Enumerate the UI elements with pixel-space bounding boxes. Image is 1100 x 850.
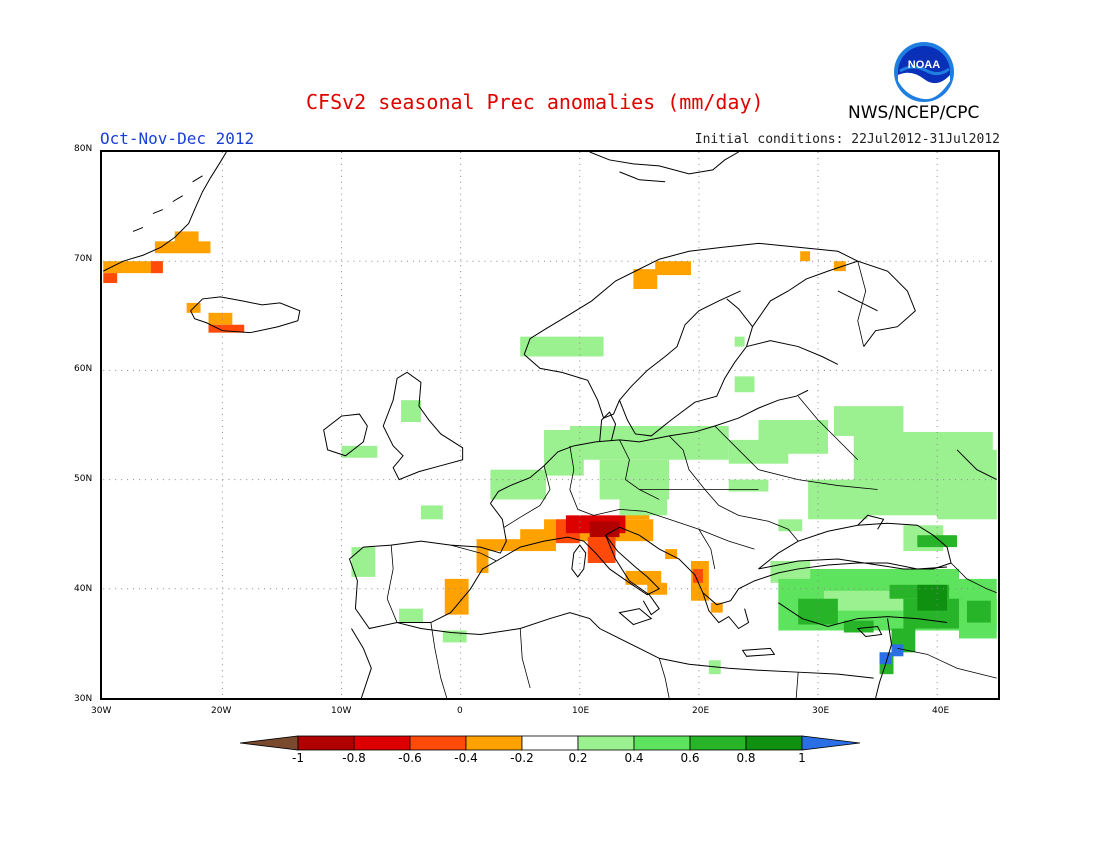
colorbar-bin <box>409 735 467 751</box>
colorbar-label: 0.6 <box>680 751 700 765</box>
x-tick-label: 20E <box>692 706 710 716</box>
y-tick-label: 40N <box>74 584 93 594</box>
colorbar-label: -0.6 <box>398 751 422 765</box>
anomaly-cell <box>778 519 803 532</box>
colorbar-bin <box>521 735 579 751</box>
anomaly-cell <box>103 273 118 284</box>
agency-label: NWS/NCEP/CPC <box>848 103 980 123</box>
anomaly-cell <box>150 261 163 274</box>
colorbar-bin <box>633 735 691 751</box>
anomaly-cell <box>490 469 547 500</box>
colorbar-bin <box>297 735 355 751</box>
anomaly-cell <box>351 547 376 577</box>
anomaly-cell <box>710 602 723 613</box>
y-tick-label: 50N <box>74 474 93 484</box>
map-canvas <box>103 152 997 698</box>
country-borders <box>386 261 997 698</box>
colorbar-label: 0.4 <box>624 751 644 765</box>
anomaly-cell <box>444 578 469 615</box>
anomaly-cell <box>174 231 199 244</box>
anomaly-cell <box>341 445 378 458</box>
map-title: CFSv2 seasonal Prec anomalies (mm/day) <box>306 90 764 114</box>
x-tick-label: 30W <box>91 706 112 716</box>
anomaly-cell <box>937 449 997 520</box>
colorbar-max-triangle <box>801 735 860 751</box>
anomaly-cell <box>589 521 620 538</box>
anomaly-cell <box>823 590 904 611</box>
colorbar <box>240 735 860 751</box>
anomaly-cell <box>208 324 245 333</box>
anomaly-cell <box>734 376 755 393</box>
colorbar-label: 0.8 <box>736 751 756 765</box>
anomaly-cell <box>520 529 556 542</box>
x-tick-label: 10W <box>331 706 352 716</box>
anomaly-cell <box>833 261 846 272</box>
anomaly-cell <box>879 652 892 665</box>
anomaly-cell <box>758 420 828 454</box>
noaa-logo-text: NOAA <box>908 59 940 71</box>
colorbar-label: -0.2 <box>510 751 534 765</box>
anomaly-cell <box>798 598 838 625</box>
colorbar-bin <box>745 735 803 751</box>
anomaly-cell <box>633 269 658 289</box>
anomaly-cell <box>843 620 874 633</box>
anomaly-cell <box>833 406 904 436</box>
x-tick-label: 40E <box>932 706 950 716</box>
anomaly-cell <box>734 336 745 347</box>
y-tick-label: 60N <box>74 364 93 374</box>
anomaly-cell <box>665 549 678 560</box>
anomaly-cell <box>476 551 489 573</box>
colorbar-label: -0.8 <box>342 751 366 765</box>
anomaly-cell <box>655 261 691 276</box>
colorbar-bin <box>353 735 411 751</box>
positive-anomaly-layer <box>341 336 997 675</box>
forecast-period: Oct-Nov-Dec 2012 <box>100 129 255 148</box>
anomaly-cell <box>399 608 423 623</box>
anomaly-cell <box>476 539 556 552</box>
anomaly-cell <box>154 241 211 254</box>
anomaly-cell <box>966 600 991 623</box>
anomaly-cell <box>420 505 443 520</box>
y-tick-label: 80N <box>74 144 93 154</box>
anomaly-cell <box>103 261 163 274</box>
negative-anomaly-layer <box>103 231 846 615</box>
colorbar-label: -1 <box>292 751 304 765</box>
initial-conditions: Initial conditions: 22Jul2012-31Jul2012 <box>694 132 1000 147</box>
x-tick-label: 0 <box>457 706 463 716</box>
anomaly-cell <box>728 479 769 492</box>
anomaly-cell <box>810 568 960 585</box>
anomaly-cell <box>569 425 729 460</box>
anomaly-cell <box>692 568 703 583</box>
y-tick-label: 70N <box>74 254 93 264</box>
anomaly-cell <box>208 312 233 325</box>
anomaly-cell <box>800 251 811 262</box>
coastlines <box>103 152 997 698</box>
anomaly-cell <box>520 336 604 357</box>
colorbar-bin <box>465 735 523 751</box>
map-panel <box>100 150 1000 700</box>
noaa-logo: NOAA <box>894 42 954 102</box>
colorbar-label: 1 <box>798 751 806 765</box>
colorbar-min-triangle <box>240 735 299 751</box>
anomaly-cell <box>401 400 421 423</box>
colorbar-bin <box>577 735 635 751</box>
colorbar-bin <box>689 735 747 751</box>
x-tick-label: 10E <box>572 706 590 716</box>
x-tick-label: 30E <box>812 706 830 716</box>
anomaly-cell <box>770 561 811 583</box>
x-tick-label: 20W <box>211 706 232 716</box>
anomaly-cell <box>891 644 904 657</box>
colorbar-label: 0.2 <box>568 751 588 765</box>
anomaly-cell <box>442 630 467 643</box>
colorbar-label: -0.4 <box>454 751 478 765</box>
anomaly-cell <box>917 535 958 548</box>
y-tick-label: 30N <box>74 694 93 704</box>
